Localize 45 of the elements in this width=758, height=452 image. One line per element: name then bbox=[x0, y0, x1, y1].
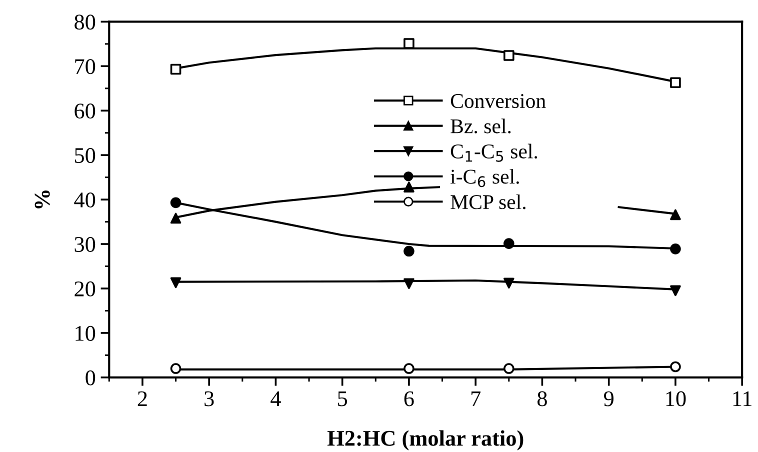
point bbox=[503, 363, 514, 374]
legend-label: MCP sel. bbox=[450, 194, 526, 210]
y-tick-label: 30 bbox=[74, 236, 96, 252]
x-tick-label: 8 bbox=[538, 391, 547, 406]
point bbox=[170, 363, 182, 374]
y-tick-label: 50 bbox=[75, 148, 96, 164]
y-tick-label: 40 bbox=[74, 192, 96, 208]
y-tick-label: 70 bbox=[75, 59, 96, 74]
point bbox=[404, 182, 414, 193]
x-tick-label: 10 bbox=[666, 391, 686, 406]
x-tick-label: 9 bbox=[604, 391, 614, 406]
point bbox=[670, 361, 681, 372]
y-tick-label: 60 bbox=[74, 104, 96, 119]
x-tick-label: 11 bbox=[733, 391, 752, 406]
point bbox=[404, 363, 414, 374]
x-tick-label: 4 bbox=[270, 391, 281, 406]
legend-label: C$_{1}$-C$_{5}$ sel. bbox=[450, 144, 538, 162]
point bbox=[404, 246, 414, 257]
y-tick-label: 20 bbox=[74, 281, 96, 296]
x-axis-title: H2:HC (molar ratio) bbox=[327, 430, 524, 450]
point bbox=[170, 197, 182, 208]
point bbox=[670, 77, 681, 88]
x-tick-label: 7 bbox=[471, 391, 480, 406]
point bbox=[503, 278, 514, 289]
point bbox=[170, 64, 182, 75]
y-tick-label: 80 bbox=[74, 14, 96, 30]
y-axis-title: % bbox=[34, 190, 50, 208]
x-tick-label: 5 bbox=[338, 391, 348, 406]
x-tick-label: 2 bbox=[138, 391, 147, 406]
point bbox=[404, 38, 414, 49]
point bbox=[670, 244, 681, 254]
point bbox=[170, 212, 182, 224]
x-tick-label: 3 bbox=[204, 391, 214, 406]
legend-label: Conversion bbox=[450, 94, 546, 108]
point bbox=[503, 50, 514, 61]
y-tick-label: 10 bbox=[76, 326, 96, 341]
point bbox=[503, 238, 514, 249]
legend-label: Bz. sel. bbox=[450, 118, 511, 134]
point bbox=[670, 209, 681, 220]
point bbox=[404, 278, 414, 290]
x-tick-label: 6 bbox=[404, 391, 414, 406]
point bbox=[170, 277, 182, 288]
y-tick-label: 0 bbox=[86, 370, 96, 386]
point bbox=[670, 285, 681, 296]
legend-label: i-C$_{6}$ sel. bbox=[450, 169, 519, 188]
